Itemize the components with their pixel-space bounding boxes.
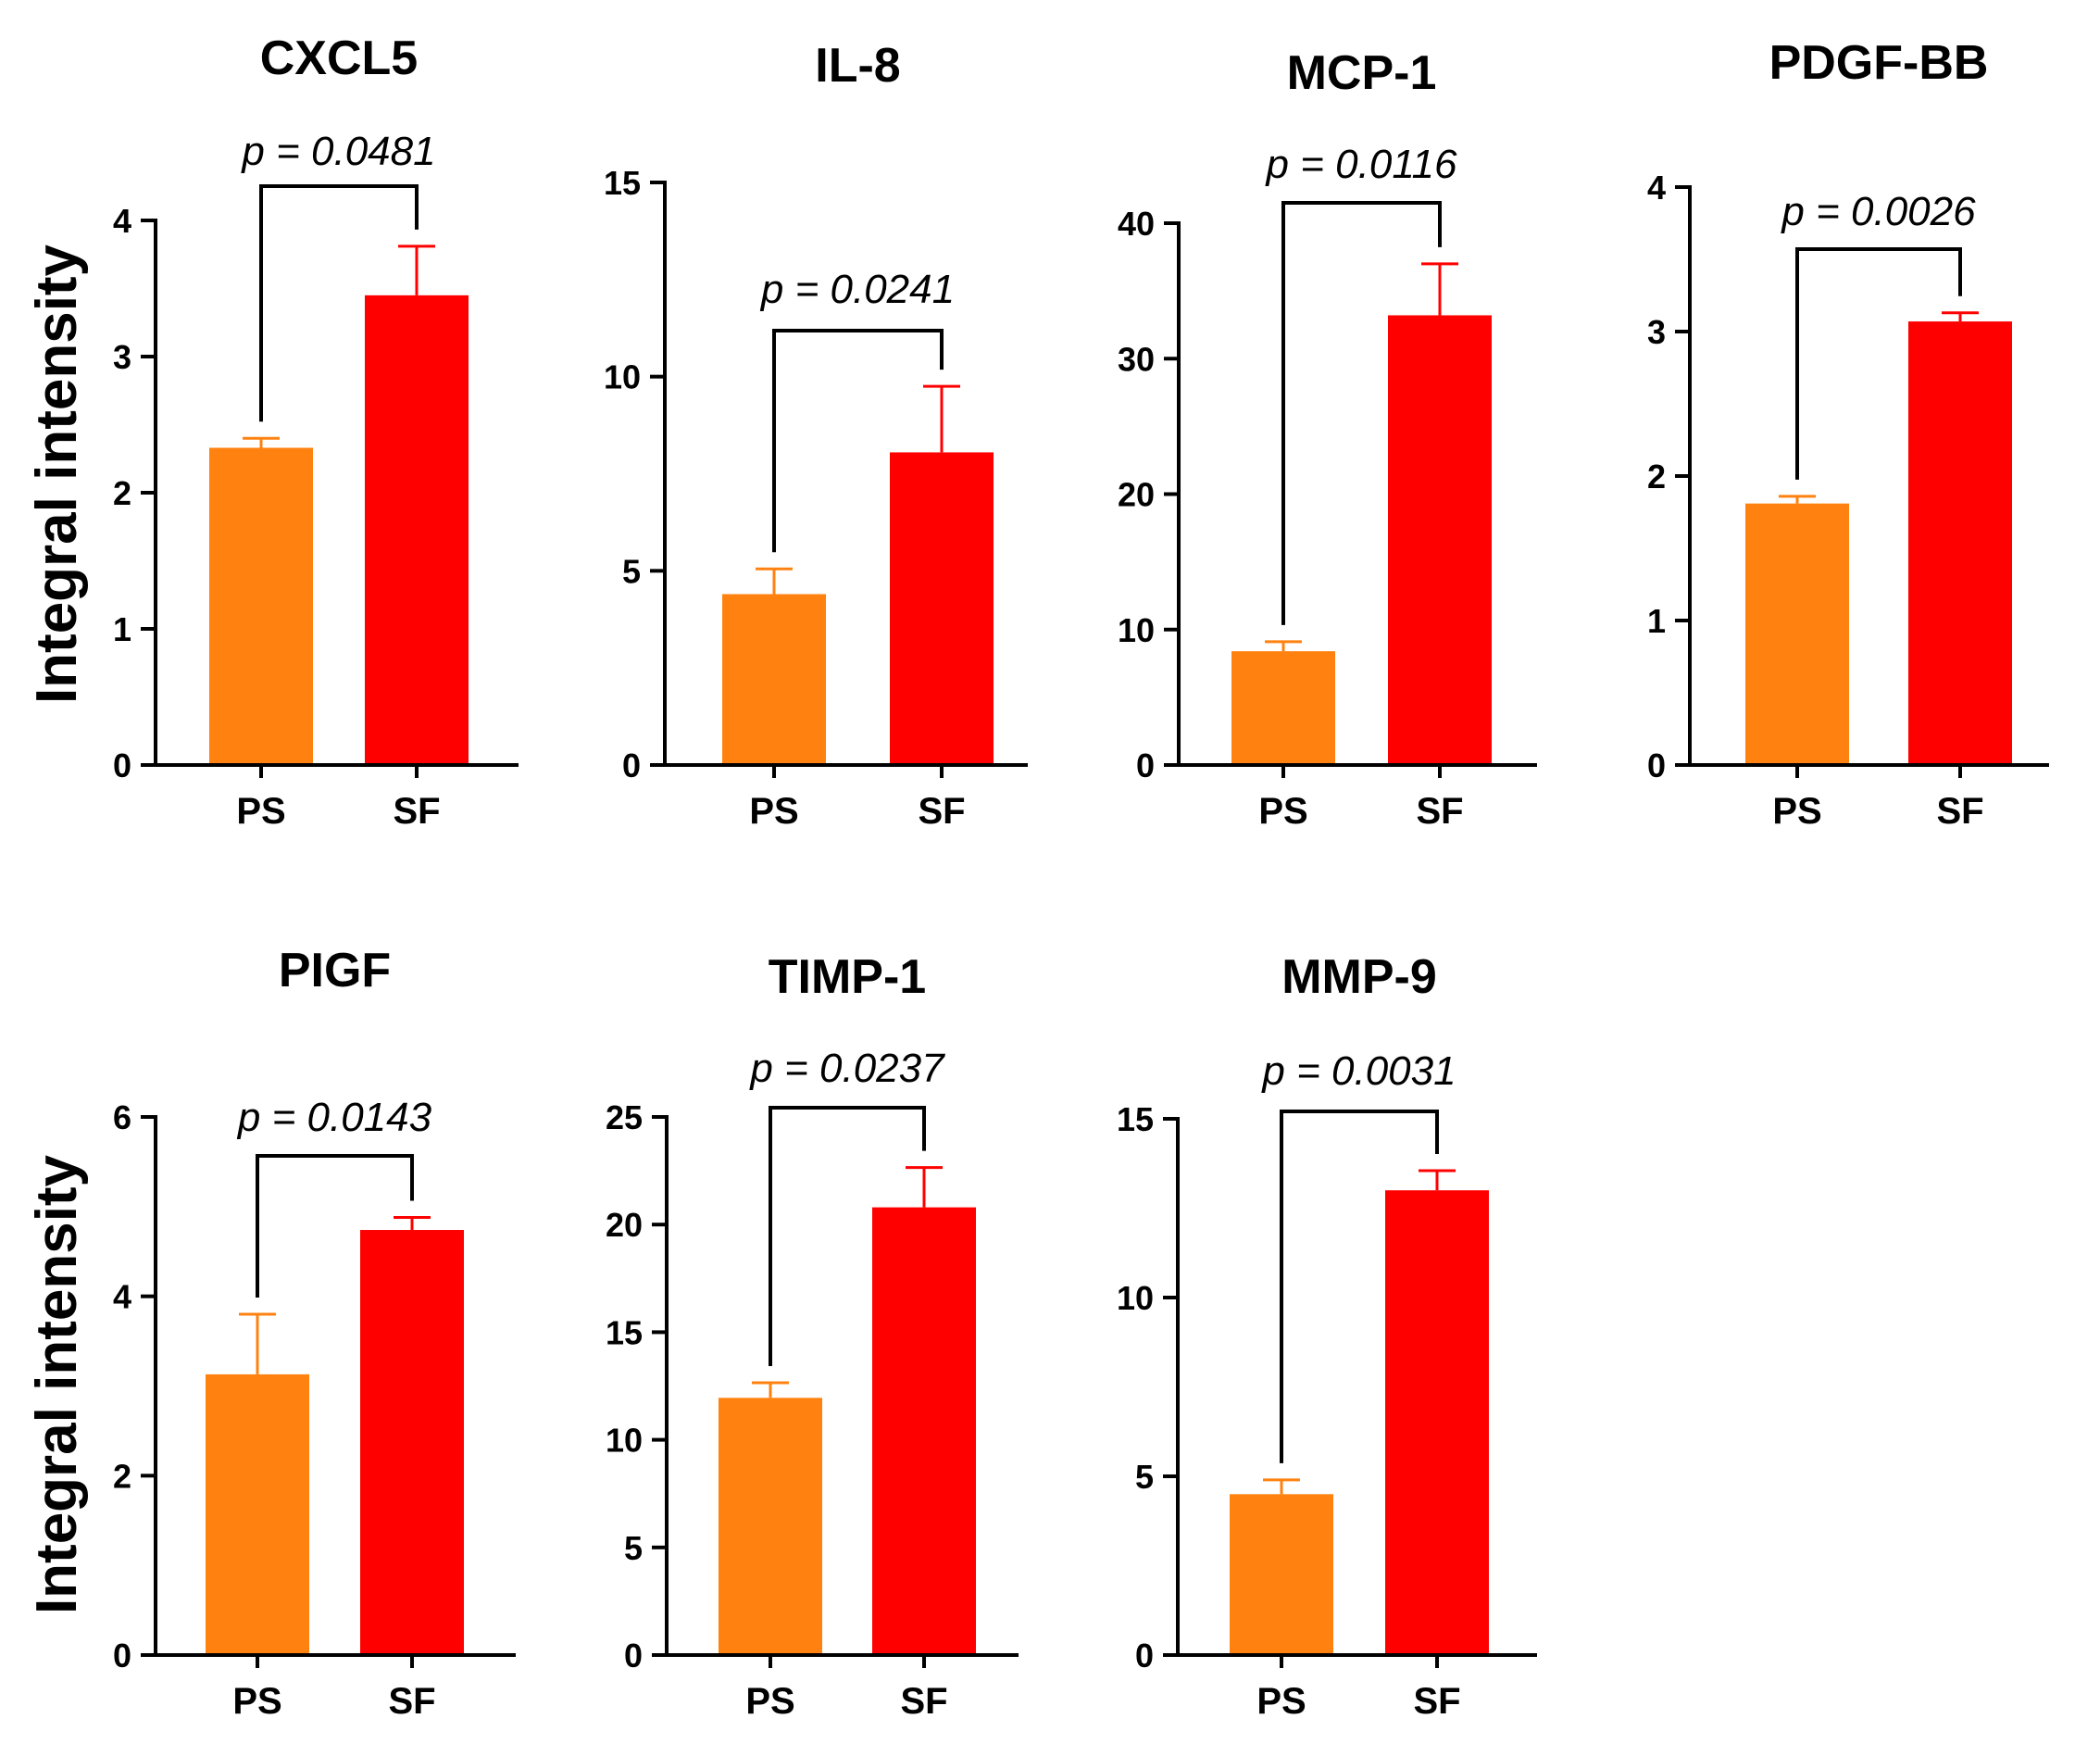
y-tick-label: 10 xyxy=(606,1422,643,1460)
p-value-label: p = 0.0237 xyxy=(748,1046,945,1091)
bar-sf xyxy=(360,1230,464,1655)
y-axis-label-row-1: Integral intensity xyxy=(25,244,89,704)
bar-ps xyxy=(1230,1494,1333,1655)
x-tick-label: PS xyxy=(1258,791,1307,832)
y-tick-label: 6 xyxy=(113,1098,131,1136)
bar-ps xyxy=(722,594,826,765)
x-tick-label: SF xyxy=(900,1681,947,1722)
y-tick-label: 15 xyxy=(604,164,641,202)
x-tick-label: PS xyxy=(1256,1681,1306,1722)
y-tick-label: 40 xyxy=(1118,205,1155,243)
chart-title: MMP-9 xyxy=(1281,950,1437,1004)
y-tick-label: 15 xyxy=(606,1313,643,1351)
x-tick-label: SF xyxy=(393,791,440,832)
panel-il-8: IL-8 PS SF 0 5 10 15 p = 0.0241 xyxy=(604,39,1028,832)
chart-title: CXCL5 xyxy=(260,31,418,85)
bar-ps xyxy=(719,1398,822,1655)
y-tick-label: 30 xyxy=(1118,340,1155,378)
y-tick-label: 0 xyxy=(622,746,641,784)
y-tick-label: 5 xyxy=(1135,1458,1154,1496)
y-tick-label: 20 xyxy=(606,1206,643,1244)
chart-title: IL-8 xyxy=(815,39,900,93)
y-tick-label: 0 xyxy=(113,746,131,784)
y-tick-label: 2 xyxy=(1647,458,1666,495)
y-tick-label: 1 xyxy=(113,610,131,648)
y-axis-label-row-2: Integral intensity xyxy=(25,1154,89,1614)
p-value-label: p = 0.0026 xyxy=(1780,189,1976,234)
bar-ps xyxy=(1745,503,1849,765)
x-tick-label: PS xyxy=(749,791,798,832)
p-value-label: p = 0.0031 xyxy=(1260,1048,1456,1094)
y-tick-label: 4 xyxy=(113,1278,131,1316)
y-tick-label: 4 xyxy=(113,202,131,240)
p-value-label: p = 0.0241 xyxy=(759,267,955,312)
panel-timp-1: TIMP-1 PS SF 0 5 10 15 20 25 p = 0.0237 xyxy=(606,950,1019,1722)
bar-sf xyxy=(365,295,469,765)
significance-bracket xyxy=(1280,1110,1439,1463)
y-tick-label: 0 xyxy=(1647,746,1666,784)
y-tick-label: 1 xyxy=(1647,602,1666,640)
y-tick-label: 15 xyxy=(1117,1100,1154,1138)
chart-title: TIMP-1 xyxy=(769,950,926,1004)
y-tick-label: 20 xyxy=(1118,476,1155,514)
significance-bracket xyxy=(1281,201,1442,625)
panel-mcp-1: MCP-1 PS SF 0 10 20 30 40 p = 0.0116 xyxy=(1118,46,1537,832)
x-tick-label: PS xyxy=(745,1681,794,1722)
y-tick-label: 25 xyxy=(606,1098,643,1136)
bar-sf xyxy=(1388,315,1492,765)
panel-mmp-9: MMP-9 PS SF 0 5 10 15 p = 0.0031 xyxy=(1117,950,1537,1722)
y-tick-label: 10 xyxy=(1118,611,1155,649)
x-tick-label: SF xyxy=(1413,1681,1460,1722)
y-tick-label: 0 xyxy=(624,1637,643,1674)
y-tick-label: 10 xyxy=(1117,1279,1154,1317)
p-value-label: p = 0.0481 xyxy=(240,129,435,174)
bar-ps xyxy=(206,1373,309,1655)
y-tick-label: 3 xyxy=(1647,313,1666,351)
panel-pigf: PIGF PS SF 0 2 4 6 p = 0.0143 xyxy=(113,944,516,1722)
y-tick-label: 4 xyxy=(1647,169,1666,207)
y-tick-label: 0 xyxy=(113,1637,131,1674)
y-tick-label: 3 xyxy=(113,338,131,376)
x-tick-label: PS xyxy=(232,1681,281,1722)
bar-sf xyxy=(1908,321,2012,765)
y-tick-label: 0 xyxy=(1136,746,1155,784)
significance-bracket xyxy=(1795,247,1962,480)
chart-title: PDGF-BB xyxy=(1769,36,1989,90)
panel-cxcl5: CXCL5 PS SF 0 1 2 3 4 p = 0.0481 xyxy=(113,31,519,832)
y-tick-label: 10 xyxy=(604,358,641,396)
y-tick-label: 2 xyxy=(113,1457,131,1495)
bar-sf xyxy=(872,1207,976,1655)
y-tick-label: 0 xyxy=(1135,1637,1154,1674)
bar-sf xyxy=(1385,1190,1489,1655)
panel-pdgf-bb: PDGF-BB PS SF 0 1 2 3 4 p = 0.0026 xyxy=(1647,36,2049,832)
bar-ps xyxy=(209,447,313,765)
significance-bracket xyxy=(772,329,944,553)
chart-title: PIGF xyxy=(279,944,391,997)
x-tick-label: SF xyxy=(388,1681,435,1722)
bar-ps xyxy=(1231,651,1335,765)
p-value-label: p = 0.0143 xyxy=(236,1095,432,1140)
y-tick-label: 5 xyxy=(624,1529,643,1567)
x-tick-label: SF xyxy=(1416,791,1463,832)
significance-bracket xyxy=(256,1154,414,1298)
p-value-label: p = 0.0116 xyxy=(1265,142,1457,187)
x-tick-label: SF xyxy=(1936,791,1983,832)
x-tick-label: PS xyxy=(236,791,285,832)
significance-bracket xyxy=(769,1106,926,1367)
bar-sf xyxy=(890,452,994,765)
x-tick-label: PS xyxy=(1772,791,1821,832)
y-tick-label: 2 xyxy=(113,474,131,512)
y-tick-label: 5 xyxy=(622,552,641,590)
chart-title: MCP-1 xyxy=(1287,46,1437,100)
x-tick-label: SF xyxy=(918,791,965,832)
significance-bracket xyxy=(259,184,419,422)
